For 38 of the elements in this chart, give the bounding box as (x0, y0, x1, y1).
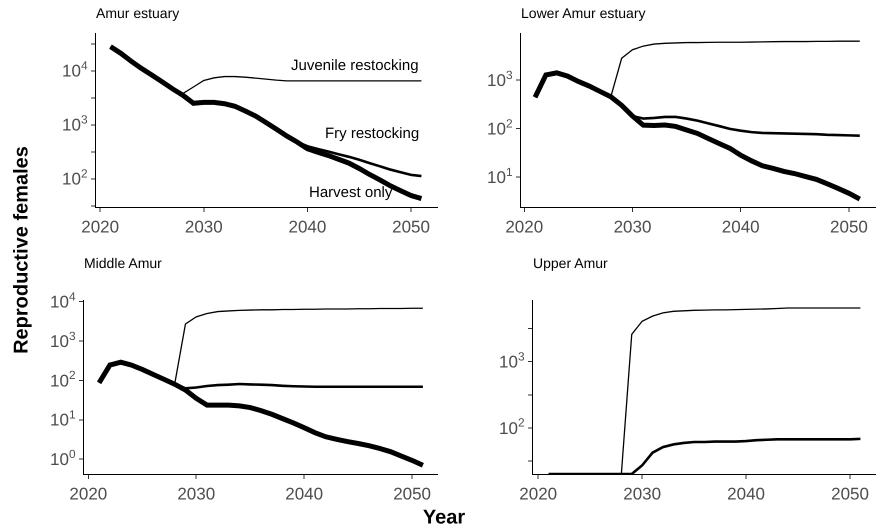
x-tick-label: 2050 (831, 484, 869, 504)
series-label: Juvenile restocking (291, 57, 419, 74)
x-tick-label: 2030 (623, 484, 662, 504)
x-tick-label: 2040 (727, 484, 765, 504)
y-tick-label: 10$^{2}$ (499, 416, 525, 438)
x-tick-label: 2030 (184, 217, 223, 236)
x-tick-label: 2030 (614, 217, 652, 236)
series-label: Fry restocking (325, 125, 420, 142)
y-tick-label: 10$^{3}$ (487, 68, 513, 90)
y-tick-label: 10$^{3}$ (499, 350, 525, 372)
y-tick-label: 10$^{2}$ (62, 166, 88, 189)
x-tick-label: 2050 (830, 217, 868, 236)
x-tick-label: 2040 (722, 217, 760, 236)
x-tick-label: 2040 (288, 217, 326, 236)
chart-title: Lower Amur estuary (521, 4, 646, 21)
y-tick-label: 10$^{0}$ (50, 446, 76, 470)
x-tick-label: 2050 (392, 217, 430, 236)
x-tick-label: 2020 (505, 217, 544, 236)
y-tick-label: 10$^{4}$ (62, 58, 88, 81)
x-tick-label: 2040 (285, 484, 324, 504)
y-tick-label: 10$^{4}$ (50, 289, 76, 312)
x-tick-label: 2020 (81, 217, 120, 236)
series-label: Harvest only (309, 184, 393, 201)
y-tick-label: 10$^{3}$ (50, 328, 76, 351)
x-axis-title: Year (422, 506, 466, 530)
x-tick-label: 2030 (177, 484, 216, 504)
y-tick-label: 10$^{1}$ (50, 408, 76, 430)
chart-title: Middle Amur (84, 254, 162, 271)
y-tick-label: 10$^{2}$ (487, 116, 513, 138)
y-tick-label: 10$^{2}$ (50, 368, 76, 390)
chart-title: Amur estuary (96, 4, 180, 21)
x-tick-label: 2050 (393, 484, 432, 504)
y-axis-title: Reproductive females (10, 146, 34, 354)
x-tick-label: 2020 (519, 484, 558, 504)
y-tick-label: 10$^{3}$ (62, 112, 88, 135)
chart-title: Upper Amur (533, 254, 608, 271)
x-tick-label: 2020 (69, 484, 108, 504)
y-tick-label: 10$^{1}$ (487, 164, 513, 187)
